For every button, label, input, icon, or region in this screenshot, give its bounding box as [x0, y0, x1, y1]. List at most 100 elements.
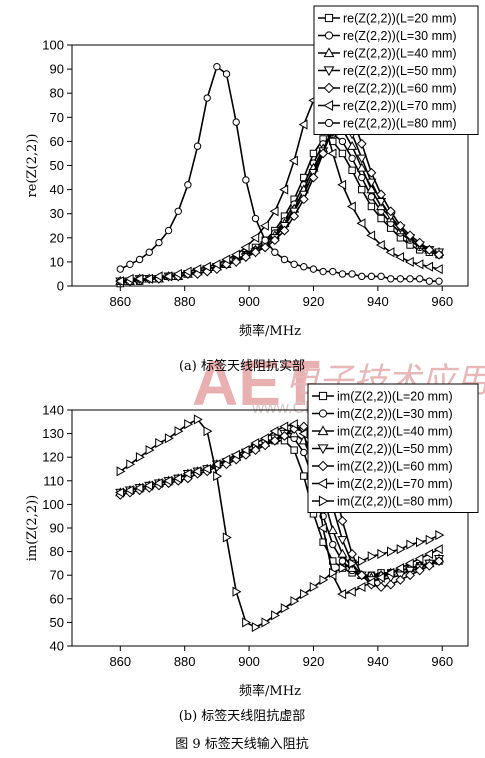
data-point: [348, 154, 356, 162]
legend-item: re(Z(2,2))(L=40 mm): [318, 47, 457, 61]
y-tick-label: 70: [50, 110, 64, 125]
data-point: [271, 610, 281, 621]
data-point: [279, 421, 289, 432]
data-point: [145, 248, 153, 256]
data-point: [269, 206, 279, 217]
data-point: [298, 119, 308, 130]
legend-box: [313, 5, 479, 135]
legend-item: re(Z(2,2))(L=30 mm): [318, 29, 457, 43]
data-point: [435, 277, 443, 285]
data-point: [242, 617, 252, 628]
data-point: [232, 586, 242, 597]
data-point: [425, 534, 435, 545]
data-point: [309, 149, 318, 158]
data-point: [356, 138, 367, 149]
y-tick-label: 60: [50, 591, 64, 606]
data-point: [134, 273, 144, 284]
data-point: [424, 560, 435, 571]
data-point: [222, 532, 232, 543]
data-point: [358, 555, 367, 567]
data-point: [377, 272, 385, 281]
legend-label: re(Z(2,2))(L=20 mm): [343, 12, 457, 26]
data-point: [385, 567, 395, 578]
data-point: [250, 247, 261, 258]
data-point: [182, 468, 192, 479]
data-point: [163, 271, 173, 282]
data-point: [348, 558, 358, 569]
data-point: [279, 431, 290, 441]
data-point: [346, 586, 356, 597]
data-point: [329, 267, 337, 276]
data-point: [124, 273, 134, 284]
data-point: [356, 154, 367, 164]
x-tick-label: 900: [238, 654, 260, 669]
data-point: [153, 478, 163, 489]
legend-label: im(Z(2,2))(L=60 mm): [337, 460, 453, 474]
watermark-logo: AET: [192, 347, 320, 419]
legend-item: re(Z(2,2))(L=80 mm): [318, 117, 457, 131]
data-point: [337, 179, 347, 190]
data-point: [337, 516, 348, 526]
y-tick-label: 100: [42, 497, 64, 512]
data-point: [385, 579, 396, 590]
data-point: [366, 178, 377, 188]
data-point: [424, 244, 435, 255]
legend-label: re(Z(2,2))(L=60 mm): [343, 82, 457, 96]
x-tick-label: 860: [109, 294, 131, 309]
legend-label: im(Z(2,2))(L=50 mm): [337, 442, 453, 456]
legend-item: re(Z(2,2))(L=70 mm): [318, 99, 457, 113]
data-point: [192, 264, 202, 275]
data-point: [211, 459, 221, 470]
data-point: [376, 189, 386, 200]
series-group: [115, 414, 445, 633]
data-point: [300, 263, 308, 271]
legend-item: re(Z(2,2))(L=60 mm): [318, 82, 457, 96]
y-tick-label: 70: [50, 568, 64, 583]
y-tick-label: 80: [50, 86, 64, 101]
data-point: [298, 428, 308, 439]
data-point: [250, 437, 260, 449]
legend-marker: [324, 31, 334, 40]
legend-item: im(Z(2,2))(L=60 mm): [312, 460, 453, 474]
legend-item: re(Z(2,2))(L=20 mm): [318, 12, 457, 26]
legend-label: re(Z(2,2))(L=70 mm): [343, 99, 457, 113]
data-point: [126, 459, 136, 470]
chart-real-part: 860 880 900 920 940 960 0 10 20 30 40 50 60 70 80 90 100…: [25, 5, 479, 374]
legend-label: re(Z(2,2))(L=50 mm): [343, 64, 457, 78]
data-point: [404, 256, 414, 267]
data-point: [261, 617, 271, 628]
axes-ticks: 860 880 900 920 940 960 0 10 20 30 40 50 60 70 80 90 100: [42, 38, 453, 310]
data-point: [124, 485, 134, 496]
data-point: [329, 540, 337, 549]
y-tick-label: 120: [42, 450, 64, 465]
data-point: [222, 70, 231, 78]
data-point: [261, 236, 269, 244]
series-line: [119, 418, 440, 628]
data-point: [424, 548, 434, 560]
legend-marker: [323, 82, 335, 94]
data-point: [279, 184, 289, 195]
data-point: [358, 272, 366, 281]
data-point: [387, 546, 396, 557]
data-point: [435, 530, 445, 541]
data-point: [221, 254, 231, 265]
x-axis-label: 频率/MHz: [239, 323, 301, 339]
legend-marker: [323, 66, 335, 77]
data-point: [414, 259, 424, 270]
y-tick-label: 110: [43, 473, 64, 488]
data-point: [356, 581, 366, 593]
panel-caption: (b) 标签天线阻抗虚部: [179, 708, 306, 724]
series-3: [115, 124, 445, 285]
data-point: [251, 214, 260, 223]
data-point: [300, 589, 310, 600]
data-point: [327, 148, 337, 159]
x-tick-label: 940: [367, 294, 389, 309]
data-point: [289, 211, 300, 222]
y-tick-label: 90: [50, 62, 64, 77]
data-point: [318, 148, 329, 159]
data-point: [230, 449, 240, 460]
data-point: [337, 536, 348, 546]
data-point: [232, 118, 240, 126]
legend-label: im(Z(2,2))(L=70 mm): [337, 477, 453, 491]
data-point: [174, 426, 184, 437]
